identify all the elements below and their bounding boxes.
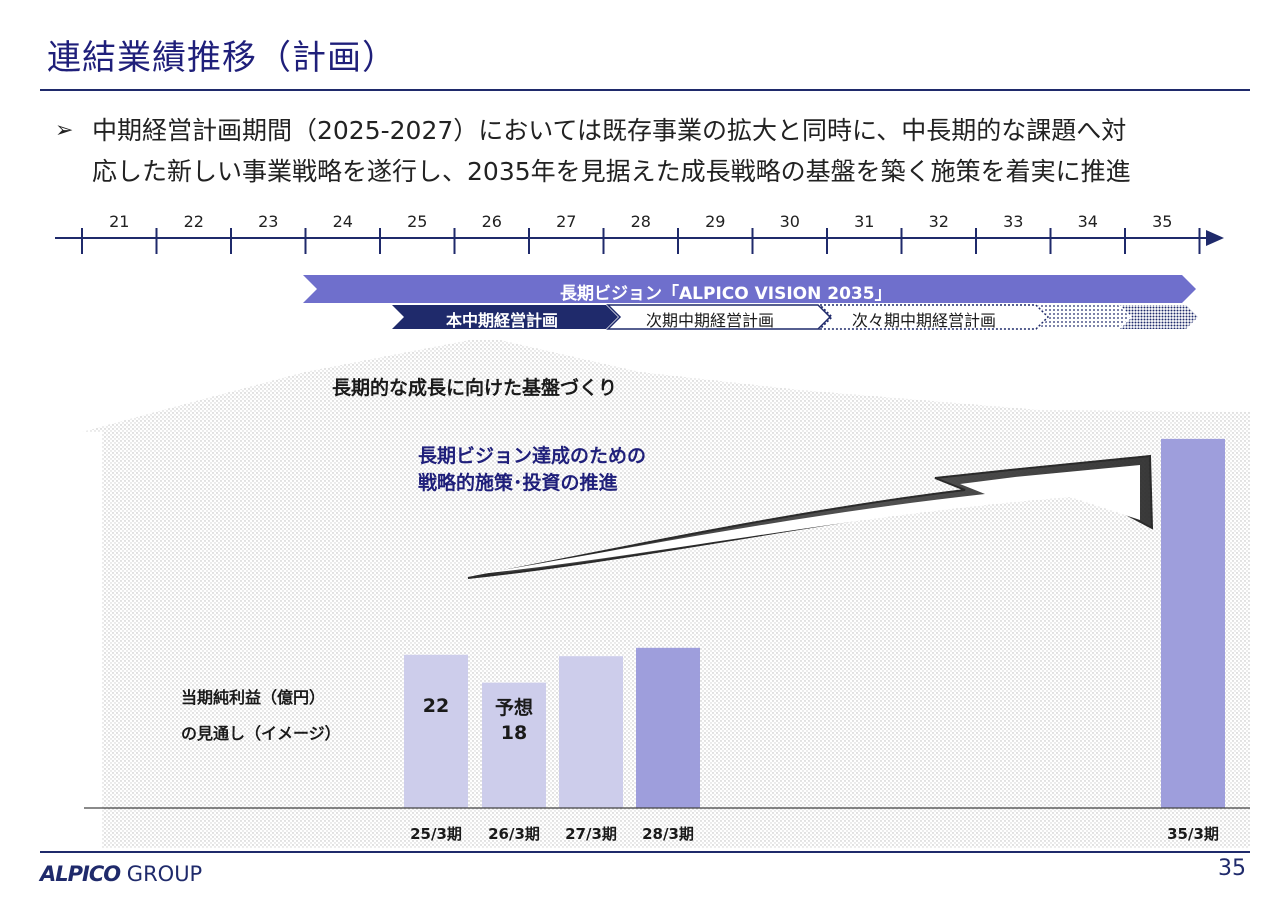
timeline-year-label: 23 bbox=[258, 212, 279, 231]
slide-title: 連結業績推移（計画） bbox=[47, 38, 397, 78]
x-tick-label: 27/3期 bbox=[565, 825, 617, 843]
timeline-year-label: 32 bbox=[928, 212, 949, 231]
x-tick-label: 28/3期 bbox=[642, 825, 694, 843]
strategy-label: 長期ビジョン達成のための 戦略的施策･投資の推進 bbox=[418, 443, 646, 497]
x-tick-label: 26/3期 bbox=[488, 825, 540, 843]
timeline-year-label: 30 bbox=[779, 212, 800, 231]
timeline-year-label: 26 bbox=[481, 212, 502, 231]
timeline-year-label: 25 bbox=[407, 212, 428, 231]
bullet-lines: 中期経営計画期間（2025-2027）においては既存事業の拡大と同時に、中長期的… bbox=[92, 110, 1265, 192]
bar-4 bbox=[636, 647, 700, 808]
bar-5 bbox=[1161, 438, 1225, 808]
timeline-year-label: 29 bbox=[705, 212, 726, 231]
timeline-year-label: 22 bbox=[183, 212, 204, 231]
plan-chevron-after-next bbox=[818, 304, 1050, 330]
bullet-line-2: 応した新しい事業戦略を遂行し、2035年を見据えた成長戦略の基盤を築く施策を着実… bbox=[92, 157, 1131, 186]
strategy-line-2: 戦略的施策･投資の推進 bbox=[418, 472, 618, 494]
plan-chevron-current bbox=[392, 305, 618, 329]
timeline-year-label: 28 bbox=[630, 212, 651, 231]
bar-1 bbox=[404, 654, 468, 808]
x-tick-label: 25/3期 bbox=[410, 825, 462, 843]
bullet-arrow-icon: ➢ bbox=[55, 118, 74, 143]
vision-banner bbox=[303, 275, 1196, 303]
strategy-line-1: 長期ビジョン達成のための bbox=[418, 445, 647, 467]
net-income-line-1: 当期純利益（億円） bbox=[181, 688, 326, 707]
timeline-year-label: 34 bbox=[1077, 212, 1098, 231]
title-rule bbox=[40, 89, 1250, 91]
bar-2 bbox=[482, 682, 546, 808]
logo-brand: ALPICO bbox=[40, 862, 121, 886]
plan-label-next: 次期中期経営計画 bbox=[646, 311, 775, 330]
bar-series bbox=[404, 438, 1225, 808]
timeline-year-label: 31 bbox=[854, 212, 875, 231]
plan-chevron-next bbox=[606, 304, 832, 330]
page-number: 35 bbox=[1218, 856, 1246, 881]
foundation-background bbox=[82, 340, 1250, 848]
net-income-line-2: の見通し（イメージ） bbox=[181, 724, 341, 743]
plan-chevron-dotted-1 bbox=[1038, 305, 1130, 329]
timeline-year-label: 21 bbox=[109, 212, 130, 231]
growth-arrow-inner bbox=[480, 465, 1140, 574]
logo-suffix: GROUP bbox=[126, 862, 203, 886]
timeline-ticks bbox=[81, 228, 1201, 254]
company-logo: ALPICO GROUP bbox=[40, 862, 202, 886]
bullet-line-1: 中期経営計画期間（2025-2027）においては既存事業の拡大と同時に、中長期的… bbox=[92, 116, 1127, 145]
plan-label-after-next: 次々期中期経営計画 bbox=[852, 311, 997, 330]
foundation-label: 長期的な成長に向けた基盤づくり bbox=[332, 377, 618, 399]
net-income-label: 当期純利益（億円） の見通し（イメージ） bbox=[181, 680, 341, 752]
timeline-year-label: 33 bbox=[1003, 212, 1024, 231]
timeline-arrowhead-icon bbox=[1206, 230, 1224, 246]
timeline-year-label: 27 bbox=[556, 212, 577, 231]
timeline-year-label: 24 bbox=[332, 212, 353, 231]
plan-chevron-dotted-2 bbox=[1120, 305, 1198, 329]
bar-value-label: 予想 18 bbox=[494, 697, 534, 744]
timeline-year-label: 35 bbox=[1152, 212, 1173, 231]
bar-3 bbox=[559, 656, 623, 808]
plan-label-current: 本中期経営計画 bbox=[446, 311, 559, 330]
bar-value-label: 22 bbox=[422, 695, 450, 717]
x-tick-label: 35/3期 bbox=[1167, 825, 1219, 843]
vision-banner-label: 長期ビジョン「ALPICO VISION 2035」 bbox=[560, 284, 892, 304]
bullet-point: ➢ 中期経営計画期間（2025-2027）においては既存事業の拡大と同時に、中長… bbox=[55, 110, 1265, 192]
